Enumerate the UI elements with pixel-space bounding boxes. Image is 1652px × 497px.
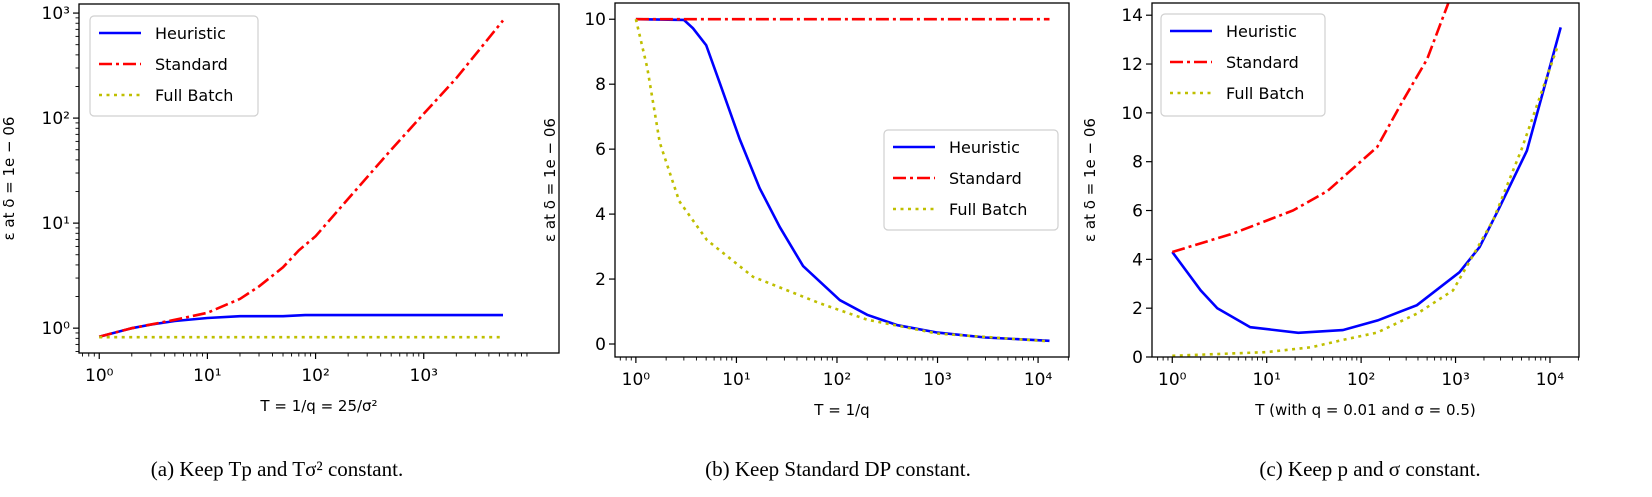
plot-frame xyxy=(1151,2,1580,358)
legend-label: Heuristic xyxy=(1226,22,1297,41)
plot-frame xyxy=(614,2,1070,358)
legend-label: Full Batch xyxy=(949,200,1027,219)
y-tick-label: 0 xyxy=(595,335,606,355)
y-tick-label: 10 xyxy=(584,10,606,30)
y-tick-label: 12 xyxy=(1121,55,1143,75)
plot-frame xyxy=(78,3,560,354)
y-tick-label: 6 xyxy=(595,140,606,160)
legend-box xyxy=(1160,13,1326,117)
y-tick-label: 6 xyxy=(1132,202,1143,222)
y-tick-label: 8 xyxy=(595,75,606,95)
x-tick-label: 10³ xyxy=(923,370,951,390)
y-tick-label: 10⁰ xyxy=(42,319,71,339)
x-tick-label: 10¹ xyxy=(722,370,750,390)
y-tick-label: 10² xyxy=(42,109,70,129)
x-tick-label: 10² xyxy=(823,370,851,390)
x-tick-label: 10⁰ xyxy=(85,366,114,386)
subfigure-caption: (a) Keep Tp and Tσ² constant. xyxy=(151,457,403,481)
y-tick-label: 10 xyxy=(1121,104,1143,124)
x-tick-label: 10¹ xyxy=(193,366,221,386)
x-tick-label: 10⁴ xyxy=(1024,370,1053,390)
legend-box xyxy=(883,129,1059,231)
chart-panel-c: 10⁰ 10¹ 10² 10³ 10⁴ 0 2 4 6 8 10 12 14 T (with q = 0.… xyxy=(1081,2,1580,481)
legend: Heuristic Standard Full Batch xyxy=(89,15,259,117)
x-axis-label: T (with q = 0.01 and σ = 0.5) xyxy=(1254,401,1475,419)
subfigure-caption: (c) Keep p and σ constant. xyxy=(1259,457,1480,481)
y-tick-label: 2 xyxy=(1132,299,1143,319)
chart-panel-b: 10⁰ 10¹ 10² 10³ 10⁴ 0 2 4 6 8 10 T = 1/q ε at δ = 1e… xyxy=(541,2,1070,481)
series-line-full-batch xyxy=(634,18,1050,343)
y-axis-label: ε at δ = 1e − 06 xyxy=(0,117,18,241)
subfigure-caption: (b) Keep Standard DP constant. xyxy=(705,457,971,481)
y-tick-label: 14 xyxy=(1121,6,1143,26)
series-line-heuristic xyxy=(1171,27,1562,335)
legend-label: Heuristic xyxy=(949,138,1020,157)
x-tick-label: 10⁰ xyxy=(622,370,651,390)
series-line-standard xyxy=(1171,3,1450,254)
y-tick-label: 4 xyxy=(595,205,606,225)
y-tick-label: 4 xyxy=(1132,250,1143,270)
x-tick-label: 10⁰ xyxy=(1158,370,1187,390)
y-tick-label: 2 xyxy=(595,270,606,290)
x-tick-label: 10² xyxy=(301,366,329,386)
x-tick-label: 10² xyxy=(1347,370,1375,390)
y-axis-label: ε at δ = 1e − 06 xyxy=(1081,118,1099,242)
series-line-heuristic xyxy=(98,313,503,338)
legend-box xyxy=(89,15,259,117)
y-axis-label: ε at δ = 1e − 06 xyxy=(541,118,559,242)
x-tick-label: 10³ xyxy=(410,366,438,386)
y-tick-label: 0 xyxy=(1132,348,1143,368)
x-tick-label: 10¹ xyxy=(1252,370,1280,390)
x-axis-label: T = 1/q = 25/σ² xyxy=(259,397,377,415)
legend: Heuristic Standard Full Batch xyxy=(1160,13,1326,117)
chart-panel-a: 10⁰ 10¹ 10² 10³ 10⁰ 10¹ 10² 10³ T = 1/q = 25/σ² ε… xyxy=(0,3,560,481)
series-line-full-batch xyxy=(1172,46,1559,357)
y-tick-label: 10³ xyxy=(42,4,70,24)
y-tick-label: 8 xyxy=(1132,153,1143,173)
x-tick-label: 10⁴ xyxy=(1536,370,1565,390)
legend-label: Standard xyxy=(949,169,1022,188)
legend-label: Standard xyxy=(155,55,228,74)
legend: Heuristic Standard Full Batch xyxy=(883,129,1059,231)
legend-label: Full Batch xyxy=(155,86,233,105)
series-line-standard xyxy=(98,19,505,338)
x-tick-label: 10³ xyxy=(1441,370,1469,390)
y-tick-label: 10¹ xyxy=(42,214,70,234)
legend-label: Heuristic xyxy=(155,24,226,43)
legend-label: Standard xyxy=(1226,53,1299,72)
x-axis-label: T = 1/q xyxy=(813,401,869,419)
legend-label: Full Batch xyxy=(1226,84,1304,103)
